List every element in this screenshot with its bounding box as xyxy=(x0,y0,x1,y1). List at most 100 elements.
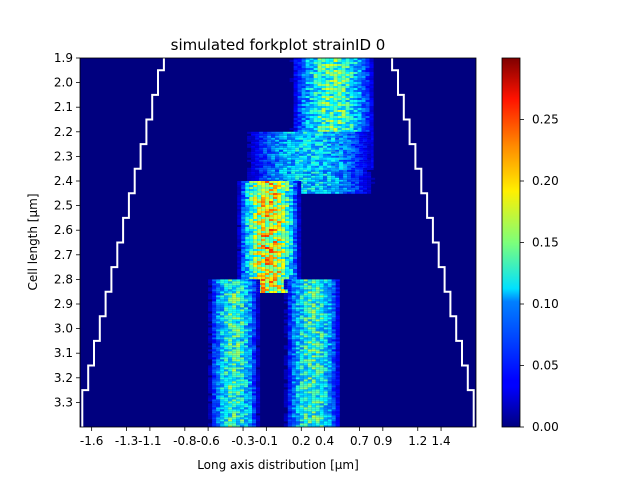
heatmap-cell xyxy=(315,151,320,154)
heatmap-cell xyxy=(224,343,229,346)
heatmap-cell xyxy=(244,361,249,364)
heatmap-cell xyxy=(277,181,282,183)
heatmap-cell xyxy=(281,267,286,269)
heatmap-cell xyxy=(341,118,346,120)
heatmap-cell xyxy=(335,155,340,158)
heatmap-cell xyxy=(252,375,257,378)
heatmap-cell xyxy=(327,295,332,298)
heatmap-cell xyxy=(244,321,249,324)
heatmap-cell xyxy=(299,315,304,318)
heatmap-cell xyxy=(251,139,256,142)
heatmap-cell xyxy=(240,279,245,282)
heatmap-cell xyxy=(291,175,296,178)
heatmap-cell xyxy=(299,367,304,370)
heatmap-cell xyxy=(265,243,270,245)
heatmap-cell xyxy=(247,137,252,140)
heatmap-cell xyxy=(285,255,290,257)
heatmap-cell xyxy=(279,155,284,158)
heatmap-cell xyxy=(261,235,266,237)
heatmap-cell xyxy=(208,353,213,356)
heatmap-cell xyxy=(317,116,322,118)
heatmap-cell xyxy=(303,413,308,416)
heatmap-cell xyxy=(337,90,342,92)
heatmap-cell xyxy=(245,217,250,219)
heatmap-cell xyxy=(315,303,320,306)
heatmap-cell xyxy=(253,271,258,273)
heatmap-cell xyxy=(293,108,298,110)
heatmap-cell xyxy=(287,173,292,176)
heatmap-cell xyxy=(315,357,320,360)
heatmap-cell xyxy=(291,349,296,352)
heatmap-cell xyxy=(216,333,221,336)
heatmap-cell xyxy=(236,415,241,418)
heatmap-cell xyxy=(331,131,336,134)
heatmap-cell xyxy=(341,90,346,92)
heatmap-cell xyxy=(293,96,298,98)
heatmap-cell xyxy=(319,169,324,172)
heatmap-cell xyxy=(297,277,302,279)
heatmap-cell xyxy=(236,329,241,332)
heatmap-cell xyxy=(323,155,328,158)
heatmap-cell xyxy=(228,301,233,304)
heatmap-cell xyxy=(335,131,340,134)
heatmap-cell xyxy=(220,391,225,394)
heatmap-cell xyxy=(255,175,260,178)
heatmap-cell xyxy=(337,74,342,76)
heatmap-cell xyxy=(236,295,241,298)
heatmap-cell xyxy=(307,407,312,410)
heatmap-cell xyxy=(339,155,344,158)
heatmap-cell xyxy=(212,287,217,290)
heatmap-cell xyxy=(301,78,306,80)
heatmap-cell xyxy=(232,413,237,416)
heatmap-cell xyxy=(351,185,356,188)
heatmap-cell xyxy=(224,305,229,308)
heatmap-cell xyxy=(299,141,304,144)
heatmap-cell xyxy=(228,313,233,316)
heatmap-cell xyxy=(208,305,213,308)
heatmap-cell xyxy=(283,279,288,282)
heatmap-cell xyxy=(337,86,342,88)
heatmap-cell xyxy=(319,279,324,282)
heatmap-cell xyxy=(335,177,340,180)
heatmap-cell xyxy=(208,289,213,292)
heatmap-cell xyxy=(301,94,306,96)
heatmap-cell xyxy=(313,104,318,106)
heatmap-cell xyxy=(309,100,314,102)
heatmap-cell xyxy=(327,401,332,404)
heatmap-cell xyxy=(335,419,340,422)
heatmap-cell xyxy=(285,275,290,277)
heatmap-cell xyxy=(331,149,336,152)
heatmap-cell xyxy=(369,168,374,170)
heatmap-cell xyxy=(261,237,266,239)
heatmap-cell xyxy=(309,114,314,116)
heatmap-cell xyxy=(256,313,261,316)
heatmap-cell xyxy=(271,147,276,150)
heatmap-cell xyxy=(293,267,298,269)
heatmap-cell xyxy=(269,257,274,259)
heatmap-cell xyxy=(359,179,364,182)
heatmap-cell xyxy=(291,337,296,340)
heatmap-cell xyxy=(240,383,245,386)
heatmap-cell xyxy=(281,181,286,183)
heatmap-cell xyxy=(271,155,276,158)
heatmap-cell xyxy=(365,66,370,68)
heatmap-cell xyxy=(319,389,324,392)
heatmap-cell xyxy=(351,169,356,172)
heatmap-cell xyxy=(345,82,350,84)
heatmap-cell xyxy=(277,185,282,187)
heatmap-cell xyxy=(299,329,304,332)
heatmap-cell xyxy=(299,395,304,398)
heatmap-cell xyxy=(283,355,288,358)
heatmap-cell xyxy=(293,181,298,183)
heatmap-cell xyxy=(367,159,372,162)
heatmap-cell xyxy=(327,393,332,396)
heatmap-cell xyxy=(311,153,316,156)
heatmap-cell xyxy=(331,191,336,194)
heatmap-cell xyxy=(236,293,241,296)
heatmap-cell xyxy=(257,221,262,223)
heatmap-cell xyxy=(248,283,253,286)
heatmap-cell xyxy=(335,353,340,356)
heatmap-cell xyxy=(319,157,324,160)
heatmap-cell xyxy=(220,359,225,362)
heatmap-cell xyxy=(369,58,374,60)
